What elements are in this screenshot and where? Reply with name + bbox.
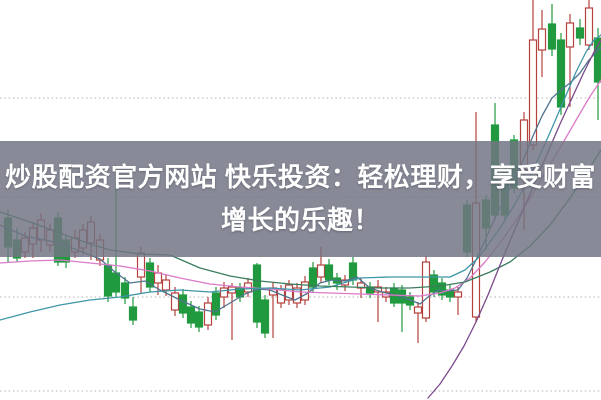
candle-down xyxy=(145,262,155,288)
candle-down xyxy=(260,299,270,334)
candle-up xyxy=(537,28,547,51)
candle-up xyxy=(584,7,594,46)
candle-down xyxy=(556,39,566,108)
candle-up xyxy=(300,281,310,301)
candle-up xyxy=(170,292,180,311)
candle-down xyxy=(111,272,121,293)
candle-up xyxy=(153,272,163,284)
candle-down xyxy=(575,27,585,39)
banner-subtitle: 增长的乐趣！ xyxy=(220,205,380,235)
candle-down xyxy=(252,264,262,323)
candle-down xyxy=(128,306,138,321)
banner-title: 炒股配资官方网站 快乐投资：轻松理财，享受财富 xyxy=(5,162,596,192)
candle-down xyxy=(365,286,375,294)
candle-down xyxy=(429,274,439,293)
candle-up xyxy=(292,287,302,304)
candle-down xyxy=(324,264,334,281)
candle-up xyxy=(219,287,229,298)
ma-long-teal xyxy=(0,34,601,321)
candle-up xyxy=(413,306,423,314)
candle-down xyxy=(178,294,188,314)
candle-down xyxy=(211,292,221,316)
candle-down xyxy=(103,264,113,297)
candle-down xyxy=(194,311,204,328)
candle-down xyxy=(547,23,557,50)
candle-down xyxy=(308,267,318,288)
candle-up xyxy=(421,261,431,319)
candle-up xyxy=(276,289,286,304)
candle-up xyxy=(316,264,326,278)
candle-up xyxy=(161,279,171,291)
candle-up xyxy=(284,284,294,301)
candle-up xyxy=(453,291,463,298)
candle-down xyxy=(437,282,447,296)
candle-down xyxy=(120,282,130,299)
candle-down xyxy=(593,37,601,83)
ma-short-steelblue xyxy=(0,47,601,313)
candle-up xyxy=(203,302,213,326)
candle-up xyxy=(565,22,575,48)
candle-down xyxy=(186,306,196,324)
headline-banner: 炒股配资官方网站 快乐投资：轻松理财，享受财富 增长的乐趣！ xyxy=(0,141,601,257)
